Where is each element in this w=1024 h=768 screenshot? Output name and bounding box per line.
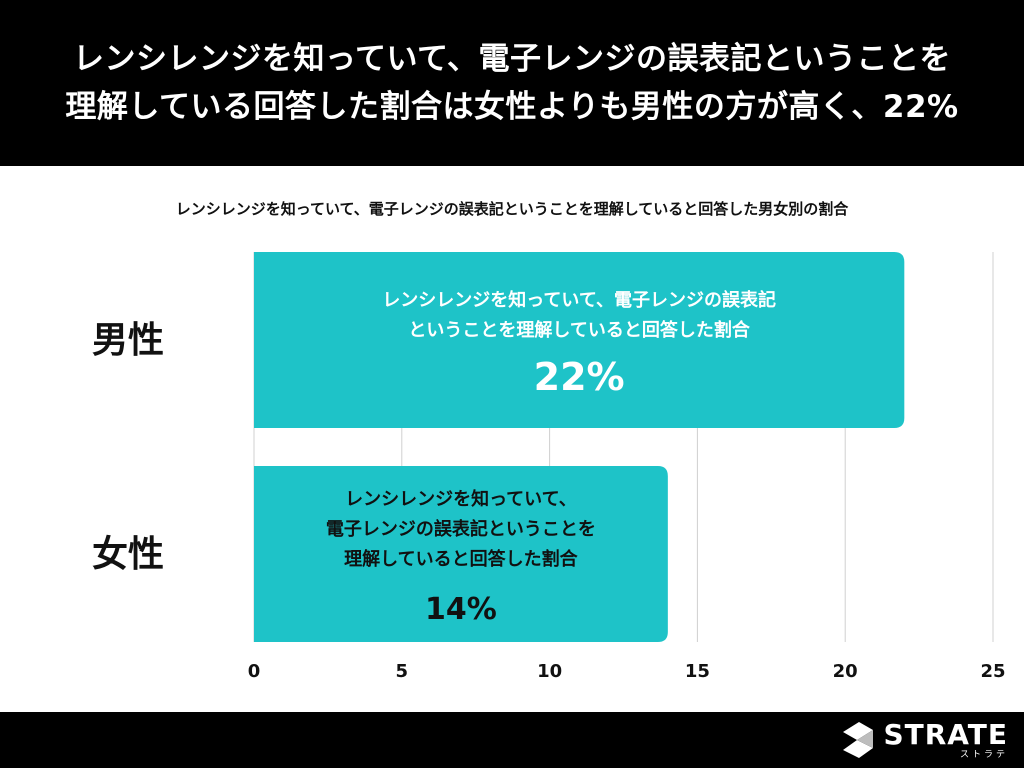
header-title-line2: 理解している回答した割合は女性よりも男性の方が高く、22% xyxy=(65,89,959,125)
bar-value-label: 14% xyxy=(425,592,497,627)
x-tick-label: 20 xyxy=(833,661,858,682)
x-tick-label: 25 xyxy=(980,661,1005,682)
bar-annotation-line: ということを理解していると回答した割合 xyxy=(408,319,750,341)
category-label: 男性 xyxy=(92,320,164,361)
logo-wordmark: STRATE xyxy=(883,717,1008,751)
x-tick-label: 0 xyxy=(248,661,261,682)
bar-value-label: 22% xyxy=(534,355,625,399)
chart-title: レンシレンジを知っていて、電子レンジの誤表記ということを理解していると回答した男… xyxy=(175,200,849,218)
category-label: 女性 xyxy=(92,534,164,575)
header-title-line1: レンシレンジを知っていて、電子レンジの誤表記ということを xyxy=(73,41,951,77)
bar-annotation-line: 理解していると回答した割合 xyxy=(344,548,578,570)
bar-annotation-line: レンシレンジを知っていて、電子レンジの誤表記 xyxy=(382,289,776,311)
bar-chart: 0 5 10 15 20 25男性レンシレンジを知っていて、電子レンジの誤表記ということを… xyxy=(92,252,1006,682)
footer-bar: STRATE ストラテ xyxy=(0,712,1024,768)
bar-annotation-line: 電子レンジの誤表記ということを xyxy=(326,518,596,540)
strate-logo: STRATE ストラテ xyxy=(841,720,1008,760)
header-banner: レンシレンジを知っていて、電子レンジの誤表記ということを 理解している回答した割… xyxy=(0,0,1024,166)
x-tick-label: 15 xyxy=(685,661,710,682)
bar-annotation-line: レンシレンジを知っていて、 xyxy=(345,488,577,510)
x-tick-label: 5 xyxy=(396,661,409,682)
bar xyxy=(254,252,905,428)
bar xyxy=(254,466,668,642)
logo-katakana: ストラテ xyxy=(959,749,1008,760)
x-tick-label: 10 xyxy=(537,661,562,682)
strate-logo-icon xyxy=(843,722,874,758)
